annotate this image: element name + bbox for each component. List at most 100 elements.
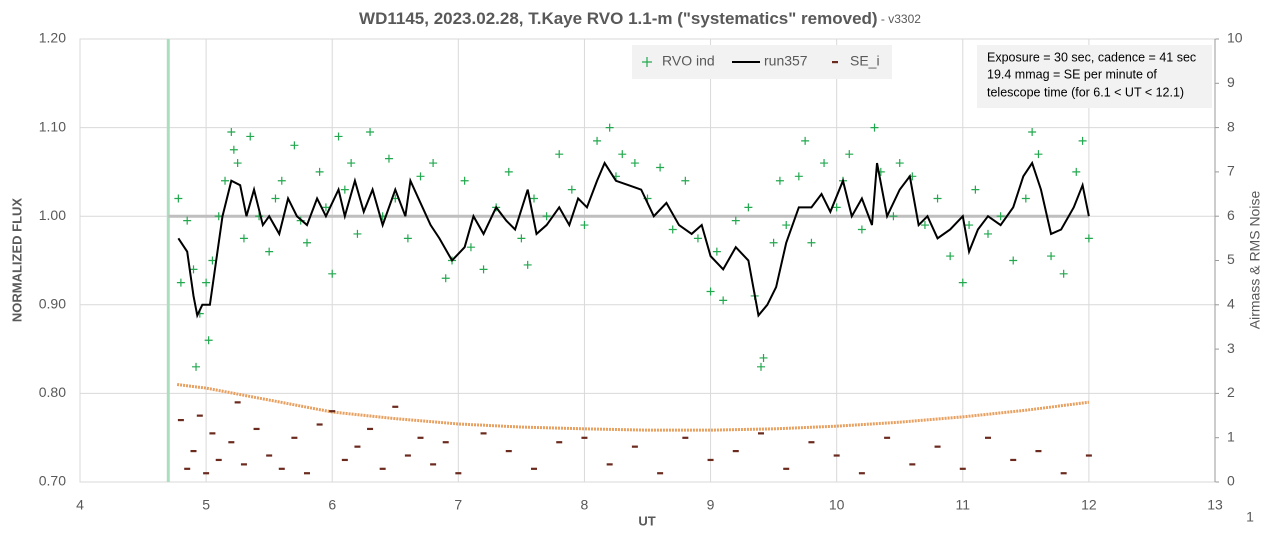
data-point xyxy=(379,467,386,470)
data-point xyxy=(523,260,532,269)
data-point xyxy=(909,463,916,466)
data-point xyxy=(542,212,551,221)
data-point xyxy=(303,238,311,247)
data-point xyxy=(177,418,184,422)
data-point xyxy=(933,194,942,203)
data-point xyxy=(959,467,966,470)
data-point xyxy=(366,128,375,137)
data-point xyxy=(329,410,336,413)
data-point xyxy=(895,159,904,168)
data-point xyxy=(794,172,803,181)
y2-tick-label: 4 xyxy=(1227,296,1235,312)
data-point xyxy=(618,150,627,159)
data-point xyxy=(884,436,891,439)
title-version: - v3302 xyxy=(878,12,922,26)
data-point xyxy=(1010,458,1017,462)
y2-tick-label: 9 xyxy=(1227,74,1235,90)
data-point xyxy=(429,159,438,168)
data-point xyxy=(965,221,974,230)
data-point xyxy=(417,436,424,439)
data-point xyxy=(271,194,280,203)
data-point xyxy=(480,432,487,435)
legend-box xyxy=(632,45,892,79)
data-point xyxy=(681,176,690,185)
data-point xyxy=(985,436,991,439)
y2-tick-label: 7 xyxy=(1227,163,1235,179)
data-point xyxy=(731,216,740,225)
x-tick-label: 8 xyxy=(581,497,589,513)
data-point xyxy=(233,159,242,168)
data-point xyxy=(214,212,223,221)
data-point xyxy=(290,141,299,150)
data-point xyxy=(946,252,955,261)
y-axis-label: NORMALIZED FLUX xyxy=(9,198,24,323)
annotation-line: Exposure = 30 sec, cadence = 41 sec xyxy=(987,50,1196,64)
data-point xyxy=(657,472,664,475)
data-point xyxy=(416,172,425,181)
data-point xyxy=(455,472,462,475)
data-point xyxy=(857,225,866,234)
data-point xyxy=(567,185,576,194)
data-point xyxy=(870,123,879,132)
data-point xyxy=(984,229,992,238)
y2-tick-label: 0 xyxy=(1227,473,1235,489)
data-point xyxy=(239,234,248,243)
title-main: WD1145, 2023.02.28, T.Kaye RVO 1.1-m ("s… xyxy=(359,9,878,28)
x-tick-label: 13 xyxy=(1207,497,1223,513)
data-point xyxy=(505,449,512,453)
data-point xyxy=(593,136,602,145)
data-point xyxy=(466,243,475,252)
data-point xyxy=(183,216,192,225)
data-point xyxy=(174,194,183,203)
data-point xyxy=(656,163,665,172)
x-tick-label: 6 xyxy=(328,497,336,513)
data-point xyxy=(581,436,588,439)
data-point xyxy=(706,287,715,296)
data-point xyxy=(530,194,538,203)
data-point xyxy=(820,159,829,168)
annotation-line: telescope time (for 6.1 < UT < 12.1) xyxy=(987,85,1184,99)
y-tick-label: 0.90 xyxy=(39,296,66,312)
data-point xyxy=(556,441,563,444)
data-point xyxy=(189,265,198,274)
y2-tick-label: 1 xyxy=(1227,428,1235,444)
data-point xyxy=(278,467,285,470)
data-point xyxy=(265,247,274,256)
data-point xyxy=(832,203,841,212)
data-point xyxy=(203,472,210,475)
data-point xyxy=(384,154,393,163)
data-point xyxy=(253,427,260,431)
legend-label: run357 xyxy=(764,53,808,69)
data-point xyxy=(1072,167,1081,176)
data-point xyxy=(196,414,203,417)
data-point xyxy=(442,441,449,444)
y-tick-label: 1.00 xyxy=(39,207,66,223)
y2-axis-label: Airmass & RMS Noise xyxy=(1247,191,1263,330)
data-point xyxy=(208,256,217,265)
data-point xyxy=(404,454,411,457)
data-point xyxy=(759,353,768,362)
data-point xyxy=(769,238,778,247)
data-point xyxy=(801,136,810,145)
data-point xyxy=(744,203,753,212)
y-tick-label: 1.20 xyxy=(39,30,66,46)
data-point xyxy=(630,159,639,168)
y2-tick-label: 6 xyxy=(1227,207,1235,223)
chart-title: WD1145, 2023.02.28, T.Kaye RVO 1.1-m ("s… xyxy=(359,9,921,28)
data-point xyxy=(460,176,469,185)
data-point xyxy=(845,150,854,159)
data-point xyxy=(783,467,790,470)
data-point xyxy=(328,269,337,278)
data-point xyxy=(315,167,324,176)
data-point xyxy=(606,463,613,466)
y-tick-label: 0.70 xyxy=(39,473,66,489)
data-point xyxy=(277,176,286,185)
data-point xyxy=(631,445,638,448)
data-point xyxy=(719,296,728,305)
x-tick-label: 9 xyxy=(707,497,715,513)
data-point xyxy=(693,234,702,243)
data-point xyxy=(1035,449,1042,453)
x-tick-label: 10 xyxy=(829,497,845,513)
data-point xyxy=(531,467,537,470)
data-point xyxy=(668,225,677,234)
